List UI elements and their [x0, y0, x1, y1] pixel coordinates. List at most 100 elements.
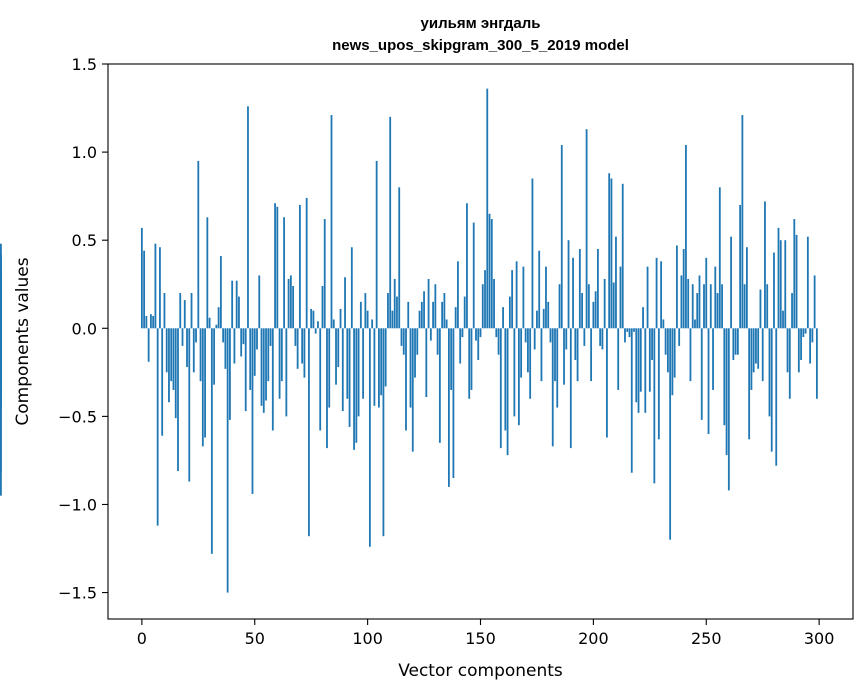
y-tick-label: −1.0: [58, 495, 97, 514]
bar: [341, 328, 344, 412]
bar: [718, 187, 721, 329]
bar: [217, 307, 220, 329]
bar: [540, 328, 543, 382]
bar: [411, 328, 414, 452]
bar: [226, 328, 229, 593]
bar: [712, 328, 714, 390]
bar: [813, 275, 816, 329]
bar: [770, 328, 773, 452]
bar: [479, 328, 482, 338]
bar: [755, 328, 757, 364]
bar: [527, 328, 529, 373]
bar: [477, 328, 480, 360]
bar: [549, 328, 552, 343]
bar: [457, 261, 459, 329]
bar: [583, 328, 586, 346]
bar: [671, 328, 674, 396]
bar: [642, 307, 644, 329]
bar: [296, 328, 299, 369]
bar: [508, 296, 511, 329]
bar: [328, 328, 331, 408]
bar: [267, 328, 270, 382]
bar: [362, 328, 365, 399]
bar: [368, 328, 371, 547]
bar: [651, 328, 653, 360]
bar: [235, 280, 238, 329]
bar: [517, 328, 520, 426]
y-axis-label: Components values: [13, 257, 33, 425]
bar: [276, 206, 279, 329]
bar: [736, 328, 739, 355]
bar: [721, 284, 723, 329]
bar: [163, 293, 166, 329]
bar: [219, 256, 222, 329]
bar: [423, 291, 425, 329]
bar: [682, 249, 685, 329]
bar: [210, 328, 213, 554]
bar: [344, 277, 346, 329]
bar: [800, 328, 802, 360]
bar: [432, 301, 434, 329]
x-tick-label: 0: [137, 629, 147, 648]
bar: [461, 328, 464, 338]
bar: [556, 328, 559, 408]
bar: [554, 328, 556, 382]
bar: [398, 187, 401, 329]
bar: [330, 115, 333, 329]
bar: [574, 328, 577, 360]
bar: [495, 328, 498, 338]
bar: [484, 270, 486, 329]
x-tick-label: 100: [352, 629, 383, 648]
y-tick-label: 1.5: [72, 55, 97, 74]
bar: [599, 328, 602, 346]
bar: [168, 328, 170, 403]
bar: [312, 310, 315, 329]
bar: [703, 284, 705, 329]
bar: [213, 328, 216, 385]
bar: [795, 234, 798, 329]
bar: [791, 293, 793, 329]
bar: [140, 227, 143, 329]
bar: [452, 328, 455, 479]
bar: [389, 116, 392, 329]
bar: [522, 266, 525, 329]
bar: [231, 280, 234, 329]
bar: [247, 106, 249, 329]
bar: [459, 328, 462, 364]
bar: [405, 328, 407, 431]
bar: [321, 286, 324, 329]
bar: [244, 328, 247, 412]
bar: [601, 328, 604, 350]
bar: [551, 328, 554, 447]
bar: [172, 328, 175, 390]
bar: [454, 307, 457, 329]
bar: [621, 183, 624, 329]
bar: [750, 328, 753, 390]
bar: [655, 257, 658, 329]
bar: [350, 247, 353, 329]
bar: [204, 328, 206, 438]
bar: [815, 328, 818, 399]
bar: [258, 275, 261, 329]
bar: [407, 301, 410, 329]
bar: [585, 129, 588, 329]
bar: [725, 328, 728, 456]
bar: [0, 289, 2, 329]
bar: [332, 319, 335, 329]
bar: [768, 328, 771, 417]
bar: [520, 328, 523, 378]
bar: [705, 257, 708, 329]
bar: [303, 328, 306, 378]
bar: [734, 328, 737, 355]
bar: [513, 328, 516, 417]
bar: [242, 328, 245, 345]
bar: [524, 328, 527, 343]
bar: [804, 328, 807, 334]
bar: [696, 293, 699, 329]
bar: [687, 278, 690, 329]
bar: [545, 266, 547, 329]
bar: [289, 275, 292, 329]
bar: [563, 328, 565, 385]
chart-subtitle: news_upos_skipgram_300_5_2019 model: [332, 37, 629, 54]
bar: [384, 328, 387, 387]
